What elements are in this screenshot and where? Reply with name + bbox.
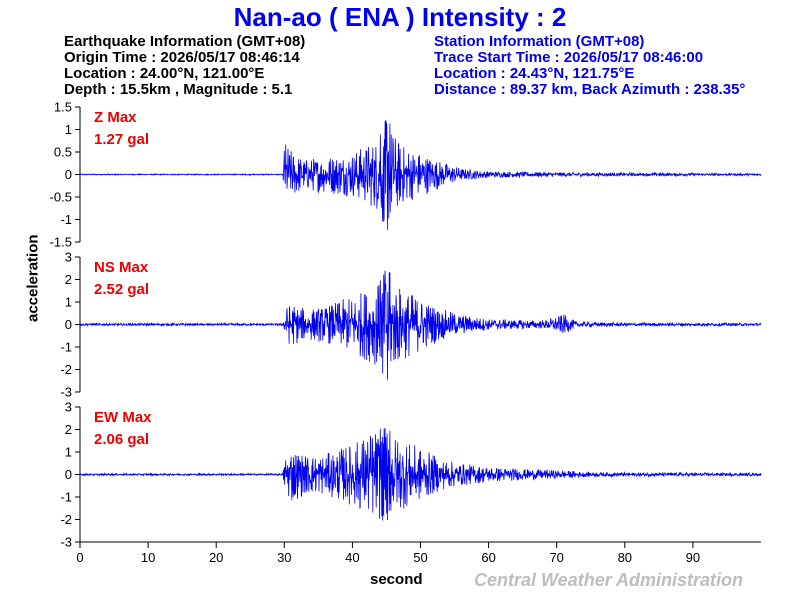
- y-tick-label: -1: [60, 490, 72, 505]
- y-tick-label: 1: [65, 122, 72, 137]
- agency-credit: Central Weather Administration: [474, 570, 744, 590]
- x-tick-label: 50: [413, 550, 427, 565]
- depth-magnitude: Depth : 15.5km , Magnitude : 5.1: [64, 81, 293, 98]
- station-info: Station Information (GMT+08) Trace Start…: [434, 34, 745, 98]
- y-tick-label: 2: [65, 422, 72, 437]
- station-info-heading: Station Information (GMT+08): [434, 33, 645, 50]
- y-tick-label: -3: [60, 535, 72, 550]
- y-tick-label: 1.5: [54, 100, 72, 115]
- y-tick-label: -0.5: [50, 190, 72, 205]
- x-tick-label: 60: [481, 550, 495, 565]
- y-axis-label: acceleration: [24, 234, 42, 322]
- y-tick-label: 0: [65, 167, 72, 182]
- x-tick-label: 30: [277, 550, 291, 565]
- y-tick-label: 0: [65, 317, 72, 332]
- origin-time: Origin Time : 2026/05/17 08:46:14: [64, 49, 300, 66]
- y-tick-label: 1: [65, 295, 72, 310]
- y-tick-label: 3: [65, 250, 72, 265]
- max-label: EW Max: [94, 409, 152, 426]
- trace-ns: [80, 270, 762, 380]
- max-value: 2.52 gal: [94, 281, 149, 298]
- y-tick-label: 1: [65, 445, 72, 460]
- x-tick-label: 0: [76, 550, 83, 565]
- x-tick-label: 40: [345, 550, 359, 565]
- y-tick-label: -3: [60, 385, 72, 400]
- x-tick-label: 80: [618, 550, 632, 565]
- max-value: 2.06 gal: [94, 431, 149, 448]
- x-axis-label: second: [370, 571, 423, 588]
- y-tick-label: 0: [65, 467, 72, 482]
- earthquake-info-heading: Earthquake Information (GMT+08): [64, 33, 306, 50]
- y-tick-label: 3: [65, 400, 72, 415]
- y-tick-label: -1: [60, 340, 72, 355]
- max-label: NS Max: [94, 259, 149, 276]
- x-tick-label: 10: [141, 550, 155, 565]
- max-value: 1.27 gal: [94, 131, 149, 148]
- station-distance: Distance : 89.37 km, Back Azimuth : 238.…: [434, 81, 746, 98]
- x-tick-label: 90: [686, 550, 700, 565]
- y-tick-label: -2: [60, 362, 72, 377]
- x-tick-label: 70: [549, 550, 563, 565]
- epicenter-location: Location : 24.00°N, 121.00°E: [64, 65, 265, 82]
- y-tick-label: -1.5: [50, 235, 72, 250]
- y-tick-label: 2: [65, 272, 72, 287]
- trace-start-time: Trace Start Time : 2026/05/17 08:46:00: [434, 49, 704, 66]
- max-label: Z Max: [94, 109, 137, 126]
- station-location: Location : 24.43°N, 121.75°E: [434, 65, 635, 82]
- x-tick-label: 20: [209, 550, 223, 565]
- y-tick-label: -2: [60, 512, 72, 527]
- trace-ew: [79, 428, 762, 521]
- trace-z: [79, 119, 762, 230]
- earthquake-info: Earthquake Information (GMT+08) Origin T…: [64, 34, 305, 98]
- y-tick-label: 0.5: [54, 145, 72, 160]
- y-tick-label: -1: [60, 212, 72, 227]
- page-title: Nan-ao ( ENA ) Intensity : 2: [233, 2, 567, 32]
